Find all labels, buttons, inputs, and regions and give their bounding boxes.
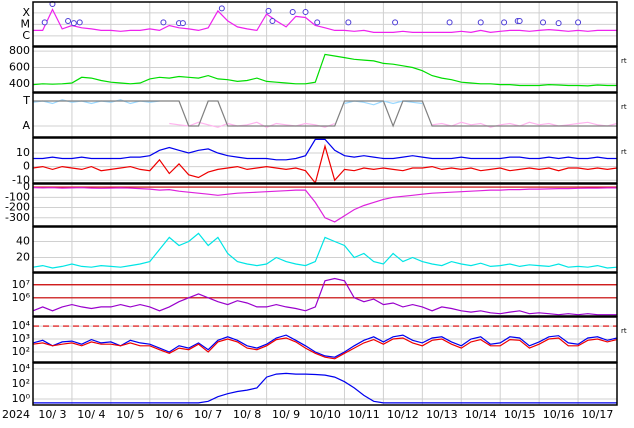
event-marker xyxy=(345,19,352,26)
y-tick-label: 0 xyxy=(23,180,30,193)
y-tick-label: -300 xyxy=(5,211,30,224)
panel-frame xyxy=(32,183,618,227)
event-marker xyxy=(269,17,276,24)
y-tick-label: -10 xyxy=(12,173,30,186)
y-tick-label: 800 xyxy=(9,44,30,57)
x-tick-label: 10/14 xyxy=(465,408,497,421)
event-marker xyxy=(392,19,399,26)
y-tick-label: 0 xyxy=(23,160,30,173)
series-line xyxy=(33,372,617,404)
x-tick-label: 10/11 xyxy=(348,408,380,421)
event-marker xyxy=(160,19,167,26)
side-label: rt xyxy=(621,103,627,111)
panel-frame xyxy=(32,92,618,138)
x-tick-label: 10/12 xyxy=(387,408,419,421)
event-marker xyxy=(516,17,523,24)
event-marker xyxy=(76,19,83,26)
x-tick-label: 10/13 xyxy=(426,408,458,421)
series-line xyxy=(33,100,617,128)
x-tick-label: 10/ 4 xyxy=(77,408,105,421)
event-marker xyxy=(314,19,321,26)
panel-frame xyxy=(32,272,618,317)
series-line xyxy=(33,8,617,34)
side-label: rt xyxy=(621,148,627,156)
panel-frame xyxy=(32,362,618,406)
y-tick-label: 10⁰ xyxy=(12,392,31,405)
event-marker xyxy=(65,17,72,24)
y-tick-label: 10 xyxy=(16,146,30,159)
x-tick-label: 10/ 6 xyxy=(155,408,183,421)
series-line xyxy=(32,187,617,223)
y-tick-label: 40 xyxy=(16,234,30,247)
panel-frame xyxy=(32,316,618,363)
event-marker xyxy=(575,19,582,26)
series-line xyxy=(32,337,618,360)
y-tick-label: C xyxy=(22,29,30,42)
event-marker xyxy=(70,20,77,27)
x-tick-label: 10/ 8 xyxy=(233,408,261,421)
x-tick-label: 10/ 9 xyxy=(272,408,300,421)
event-marker xyxy=(555,20,562,27)
y-tick-label: -100 xyxy=(5,190,30,203)
x-tick-label: 10/ 7 xyxy=(194,408,222,421)
event-marker xyxy=(501,19,508,26)
panel-frame xyxy=(32,1,618,47)
y-tick-label: 400 xyxy=(9,77,30,90)
year-label: 2024 xyxy=(2,408,30,421)
y-tick-label: 10³ xyxy=(12,332,30,345)
series-line xyxy=(32,232,618,269)
y-tick-label: 10⁷ xyxy=(12,278,30,291)
event-marker xyxy=(265,7,272,14)
y-tick-label: 10² xyxy=(12,377,30,390)
y-tick-label: 20 xyxy=(16,251,30,264)
x-tick-label: 10/ 5 xyxy=(116,408,144,421)
event-marker xyxy=(540,19,547,26)
event-marker xyxy=(446,19,453,26)
series-line xyxy=(32,53,617,87)
panel-frame xyxy=(32,46,618,93)
y-tick-label: 10² xyxy=(12,345,30,358)
side-label: rt xyxy=(621,57,627,65)
x-tick-label: 10/ 3 xyxy=(38,408,66,421)
series-line xyxy=(33,138,617,161)
y-tick-label: A xyxy=(22,119,30,132)
side-label: rt xyxy=(621,327,627,335)
panel-frame xyxy=(32,137,618,184)
y-tick-label: 600 xyxy=(9,60,30,73)
series-line xyxy=(32,277,617,316)
y-tick-label: 10⁴ xyxy=(12,319,31,332)
event-marker xyxy=(179,20,186,27)
y-tick-label: M xyxy=(21,17,31,30)
series-line xyxy=(169,121,618,128)
series-line xyxy=(32,143,618,185)
x-tick-label: 10/16 xyxy=(543,408,575,421)
x-tick-label: 10/17 xyxy=(582,408,614,421)
x-tick-label: 10/15 xyxy=(504,408,536,421)
y-tick-label: X xyxy=(22,6,30,19)
event-marker xyxy=(41,19,48,26)
y-tick-label: -200 xyxy=(5,201,30,214)
y-tick-label: 10⁴ xyxy=(12,362,31,375)
panel-frame xyxy=(32,226,618,273)
event-marker xyxy=(289,9,296,16)
event-marker xyxy=(477,19,484,26)
y-tick-label: T xyxy=(22,94,30,107)
x-tick-label: 10/10 xyxy=(309,408,341,421)
event-marker xyxy=(218,5,225,12)
event-marker xyxy=(302,9,309,16)
series-line xyxy=(32,334,618,358)
y-tick-label: 10⁶ xyxy=(12,291,31,304)
